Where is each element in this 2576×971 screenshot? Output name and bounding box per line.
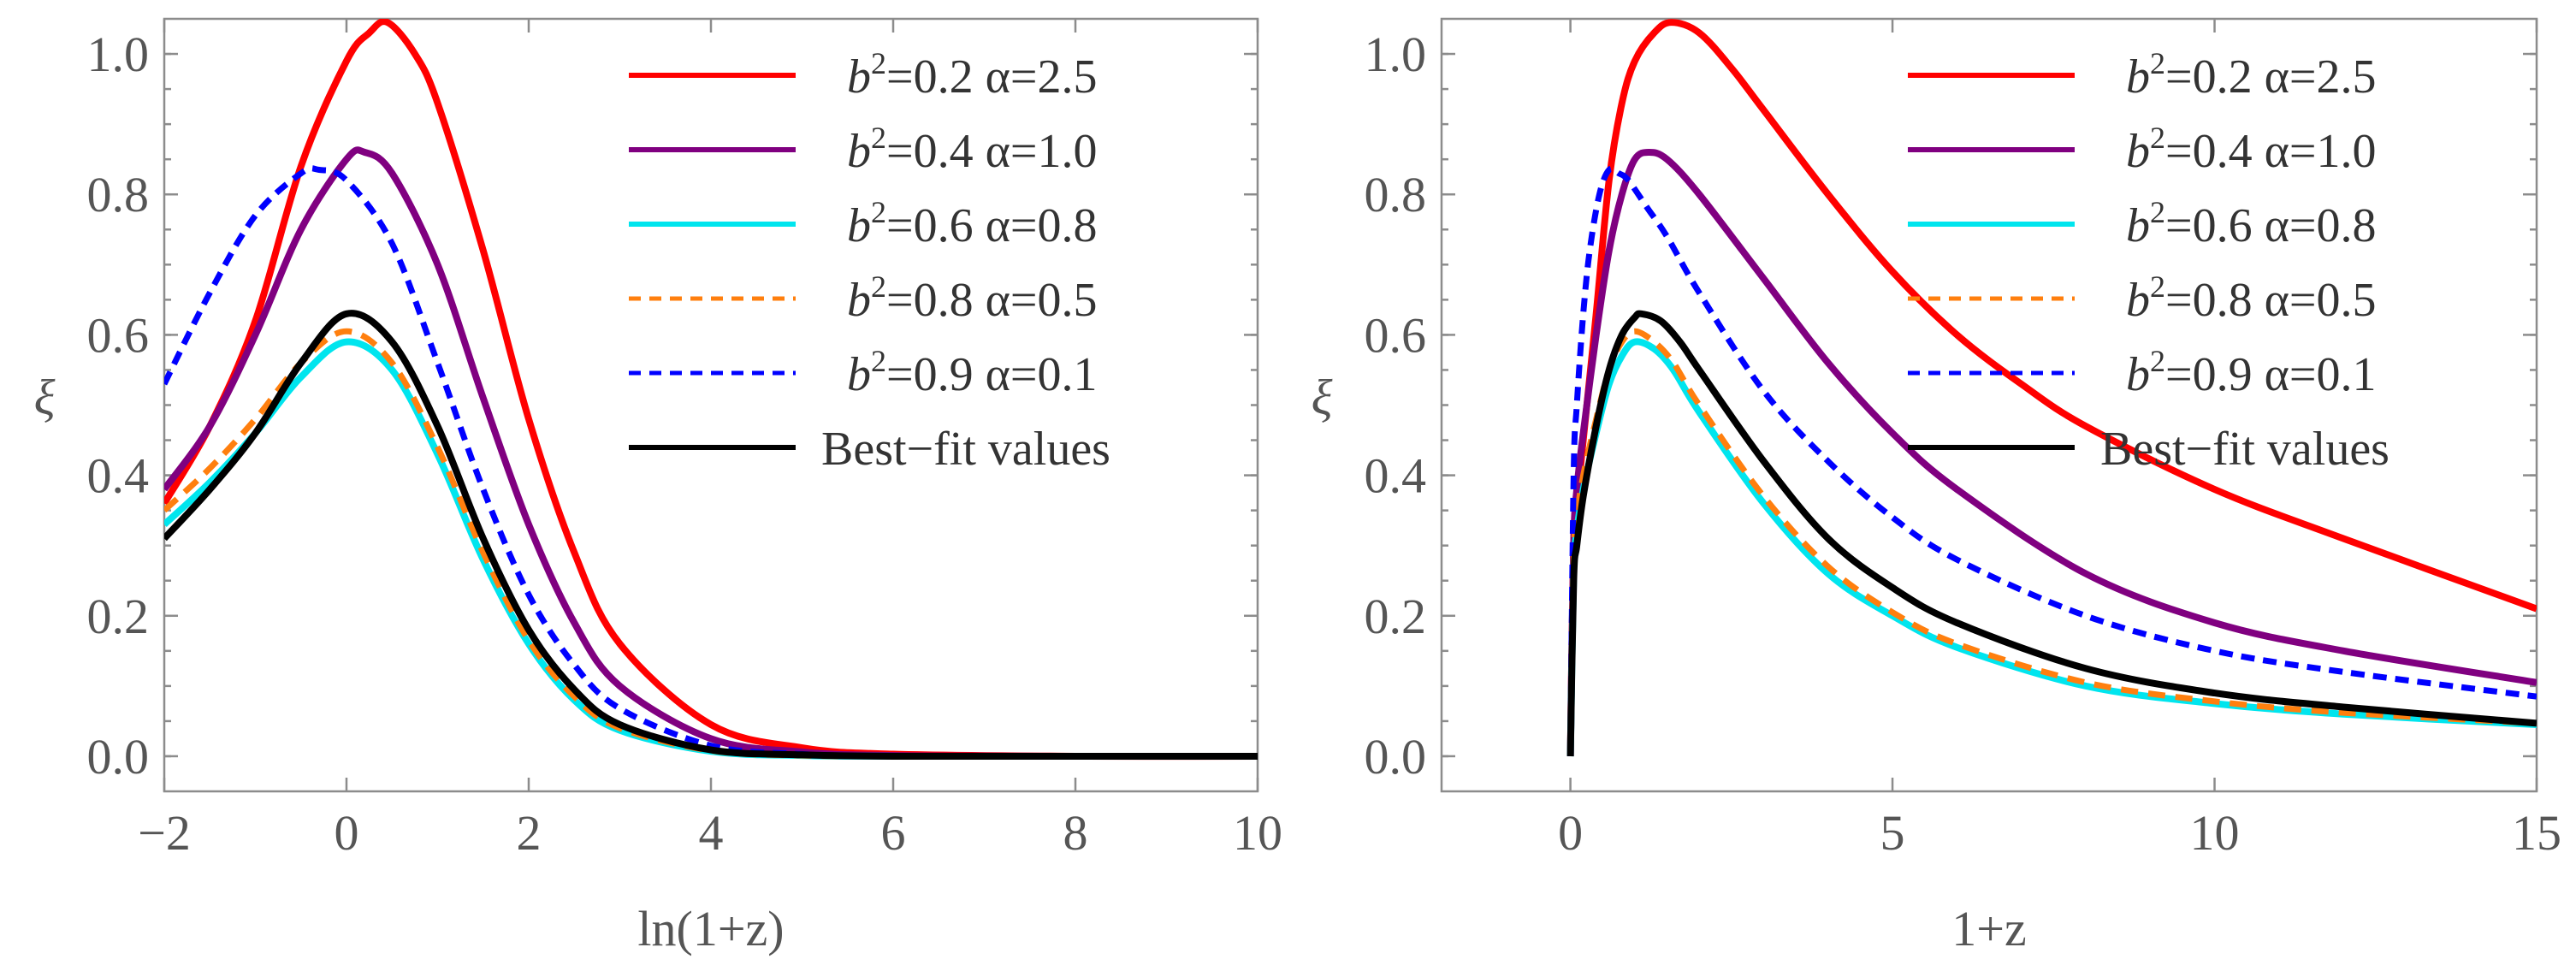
series-line-2 [1566, 149, 2537, 757]
series-line-6 [164, 310, 1258, 761]
x-tick-label: 0 [1558, 805, 1583, 861]
legend-label-4: b2=0.8 α=0.5 [847, 269, 1098, 327]
y-tick-label: 0.8 [87, 167, 150, 222]
legend: b2=0.2 α=2.5 b2=0.4 α=1.0 b2=0.6 α=0.8 b2=0… [1908, 46, 2389, 476]
x-tick-label: 6 [881, 805, 906, 861]
chart-panel-1: 0.0 0.2 0.4 0.6 0.8 1.0 −2 0 2 4 6 8 10 ln(1+z) ξ b2=0.… [34, 17, 1282, 956]
x-tick-label: −2 [138, 805, 191, 861]
series-line-3 [164, 338, 1258, 761]
x-tick-label: 5 [1880, 805, 1905, 861]
x-tick-label: 2 [517, 805, 542, 861]
y-tick-label: 0.4 [1365, 448, 1427, 504]
x-axis-title: 1+z [1951, 901, 2026, 956]
series-lines [164, 19, 1258, 761]
legend-label-2: b2=0.4 α=1.0 [2126, 121, 2377, 178]
y-tick-label: 0.6 [87, 307, 150, 363]
series-line-4 [1567, 328, 2537, 757]
legend-label-3: b2=0.6 α=0.8 [847, 195, 1098, 252]
y-tick-label: 0.2 [87, 589, 150, 644]
legend-label-6: Best−fit values [821, 423, 1110, 476]
x-tick-label: 4 [699, 805, 724, 861]
y-axis-title: ξ [1312, 370, 1333, 425]
series-line-5 [1567, 165, 2537, 757]
y-tick-label: 0.0 [1365, 729, 1427, 784]
x-tick-label: 10 [1233, 805, 1282, 861]
y-tick-label: 0.2 [1365, 589, 1427, 644]
x-tick-label: 0 [335, 805, 359, 861]
legend-label-1: b2=0.2 α=2.5 [847, 46, 1098, 104]
chart-panel-2: 0.0 0.2 0.4 0.6 0.8 1.0 0 5 10 15 1+z ξ b2=0.2 α=2.5… [1312, 17, 2561, 956]
legend-label-5: b2=0.9 α=0.1 [2126, 344, 2377, 401]
legend-label-3: b2=0.6 α=0.8 [2126, 195, 2377, 252]
y-tick-label: 0.4 [87, 448, 150, 504]
x-axis-title: ln(1+z) [637, 901, 784, 956]
legend-label-5: b2=0.9 α=0.1 [847, 344, 1098, 401]
x-tick-label: 8 [1063, 805, 1088, 861]
y-tick-label: 1.0 [87, 27, 150, 82]
y-tick-label: 0.6 [1365, 307, 1427, 363]
y-tick-label: 0.0 [87, 729, 150, 784]
legend-label-2: b2=0.4 α=1.0 [847, 121, 1098, 178]
legend: b2=0.2 α=2.5 b2=0.4 α=1.0 b2=0.6 α=0.8 b2=0… [629, 46, 1110, 476]
y-tick-label: 1.0 [1365, 27, 1427, 82]
legend-label-1: b2=0.2 α=2.5 [2126, 46, 2377, 104]
x-tick-label: 10 [2190, 805, 2240, 861]
y-axis-title: ξ [34, 370, 56, 425]
legend-label-6: Best−fit values [2100, 423, 2389, 476]
series-line-6 [1566, 310, 2537, 757]
x-tick-label: 15 [2512, 805, 2561, 861]
legend-label-4: b2=0.8 α=0.5 [2126, 269, 2377, 327]
series-lines [1566, 19, 2537, 757]
y-tick-label: 0.8 [1365, 167, 1427, 222]
